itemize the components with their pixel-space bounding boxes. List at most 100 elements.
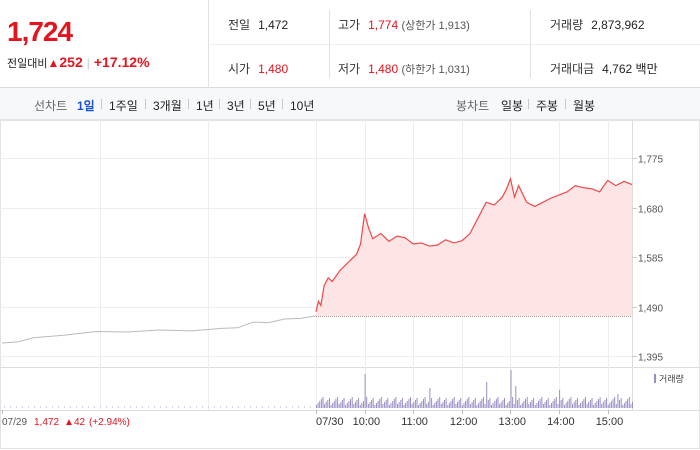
quote-panel: 1,724 전일대비▲252 | +17.12% 전일 1,472 고가 1,774 (… bbox=[0, 0, 700, 88]
period-1d-tab[interactable]: 1일 bbox=[77, 99, 95, 113]
volume-bar bbox=[400, 400, 402, 408]
volume-bar bbox=[382, 404, 384, 408]
volume-bar bbox=[329, 398, 330, 408]
period-1y-tab[interactable]: 1년 bbox=[196, 99, 214, 113]
candle-weekly-tab[interactable]: 주봉 bbox=[536, 99, 559, 113]
volume-bar bbox=[367, 404, 369, 408]
y-tick-label: 1,680 bbox=[638, 205, 663, 216]
volume-legend-swatch bbox=[654, 374, 656, 383]
volume-bar bbox=[34, 406, 35, 408]
candle-daily-tab[interactable]: 일봉 bbox=[501, 99, 524, 113]
volume-bar bbox=[439, 397, 441, 408]
x-tick-label: 07/30 bbox=[316, 416, 344, 428]
volume-bar bbox=[106, 406, 107, 408]
volume-bar bbox=[280, 406, 281, 408]
y-tick-label: 1,395 bbox=[638, 353, 663, 364]
volume-bar bbox=[555, 397, 557, 408]
volume-bar bbox=[588, 402, 590, 408]
volume-bar bbox=[184, 406, 185, 408]
volume-bar bbox=[520, 405, 522, 408]
volume-bar bbox=[427, 402, 429, 408]
volume-bar bbox=[220, 406, 221, 408]
volume-bar bbox=[481, 399, 483, 408]
volume-bar bbox=[332, 403, 334, 408]
volume-bar bbox=[547, 398, 549, 408]
volume-bar bbox=[610, 401, 612, 408]
volume-bar bbox=[345, 405, 347, 408]
volume-bar bbox=[512, 397, 514, 408]
period-10y-tab[interactable]: 10년 bbox=[290, 99, 315, 113]
volume-bar bbox=[413, 402, 415, 408]
volume-bar bbox=[598, 399, 599, 408]
period-1w-tab[interactable]: 1주일 bbox=[109, 99, 138, 113]
volume-bar bbox=[431, 398, 433, 408]
volume-bar bbox=[359, 405, 361, 408]
volume-bar bbox=[202, 406, 203, 408]
volume-bar bbox=[453, 397, 455, 408]
volume-bar bbox=[461, 405, 463, 408]
volume-bar bbox=[497, 397, 499, 408]
volume-bar bbox=[325, 402, 327, 408]
volume-bar bbox=[554, 399, 556, 408]
volume-bar bbox=[424, 397, 426, 408]
volume-bar bbox=[268, 406, 269, 408]
volume-bar bbox=[465, 401, 467, 408]
volume-bar bbox=[593, 405, 595, 408]
candle-monthly-tab[interactable]: 월봉 bbox=[573, 99, 596, 113]
volume-bar bbox=[46, 406, 47, 408]
volume-layer bbox=[4, 370, 633, 408]
volume-bar bbox=[350, 399, 351, 408]
period-3y-tab[interactable]: 3년 bbox=[227, 99, 245, 113]
volume-bar bbox=[544, 402, 546, 408]
x-tick-label: 13:00 bbox=[498, 416, 526, 428]
volume-bar bbox=[538, 401, 539, 408]
volume-bar bbox=[411, 404, 413, 408]
volume-bar bbox=[136, 406, 137, 408]
volume-bar bbox=[628, 397, 630, 408]
volume-bar bbox=[160, 406, 161, 408]
volume-bar bbox=[76, 406, 77, 408]
volume-bar bbox=[617, 394, 619, 408]
volume-bar bbox=[340, 402, 342, 408]
volume-bar bbox=[518, 398, 520, 408]
volume-bar bbox=[602, 402, 604, 408]
chart-toolbar: 선차트 1일 1주일 3개월 1년 3년 5년 10년 봉차트 일봉 주봉 월봉 bbox=[0, 88, 700, 120]
period-3m-tab[interactable]: 3개월 bbox=[153, 99, 182, 113]
period-5y-tab[interactable]: 5년 bbox=[258, 99, 276, 113]
divider bbox=[188, 99, 189, 109]
volume-bar bbox=[575, 400, 577, 408]
change-label: 전일대비 bbox=[7, 58, 48, 70]
volume-bar bbox=[405, 403, 407, 408]
volume-bar bbox=[625, 401, 627, 408]
volume-bar bbox=[274, 406, 275, 408]
volume-bar bbox=[406, 401, 408, 408]
volume-bar bbox=[614, 397, 616, 408]
volume-bar bbox=[22, 406, 23, 408]
prev-close-value: 1,472 bbox=[258, 18, 289, 32]
volume-bar bbox=[377, 401, 379, 408]
volume-bar bbox=[346, 403, 348, 408]
y-tick-label: 1,775 bbox=[638, 155, 663, 166]
line-chart-label: 선차트 bbox=[34, 99, 68, 113]
volume-bar bbox=[361, 403, 363, 408]
volume-bar bbox=[620, 398, 622, 408]
divider bbox=[101, 99, 102, 109]
open-value: 1,480 bbox=[258, 62, 289, 76]
volume-bar bbox=[372, 398, 374, 408]
volume-bar bbox=[371, 400, 373, 408]
volume-bar bbox=[492, 403, 494, 408]
volume-bar bbox=[551, 403, 552, 408]
volume-bar bbox=[541, 397, 543, 408]
volume-bar bbox=[599, 397, 601, 408]
axis-layer: 1,775 1,680 1,585 1,490 1,395 07/29 07/30 10:00… bbox=[2, 155, 663, 428]
volume-bar bbox=[476, 405, 478, 408]
volume-bar bbox=[619, 400, 620, 408]
volume-bar bbox=[414, 400, 416, 408]
divider bbox=[250, 99, 251, 109]
volume-bar bbox=[317, 403, 319, 408]
chart-footer: 07/29 1,472 ▲ 42 (+2.94%) bbox=[2, 417, 130, 428]
volume-bar bbox=[408, 399, 410, 408]
volume-bar bbox=[10, 406, 11, 408]
volume-bar bbox=[523, 401, 525, 408]
volume-bar bbox=[513, 404, 515, 408]
